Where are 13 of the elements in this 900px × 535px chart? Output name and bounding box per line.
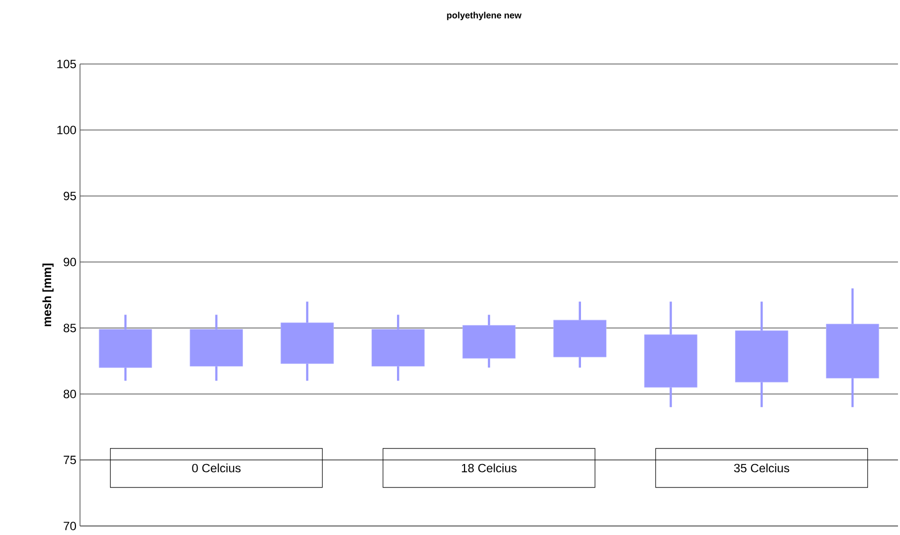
y-tick-label: 70	[64, 522, 76, 530]
y-tick-label: 90	[64, 258, 76, 266]
y-tick-label: 105	[57, 60, 76, 68]
annotation: 18 Celcius	[462, 464, 517, 472]
y-tick-label: 75	[64, 456, 76, 464]
annotation: 0 Celcius	[192, 464, 241, 472]
y-tick-label: 80	[64, 390, 76, 398]
y-tick-label: 100	[57, 126, 76, 134]
y-tick-label: 95	[64, 192, 76, 200]
y-tick-label: 85	[64, 324, 76, 332]
annotation: 35 Celcius	[734, 464, 790, 472]
y-axis-title: mesh [mm]	[42, 264, 54, 326]
chart-title: polyethylene new	[447, 12, 522, 20]
